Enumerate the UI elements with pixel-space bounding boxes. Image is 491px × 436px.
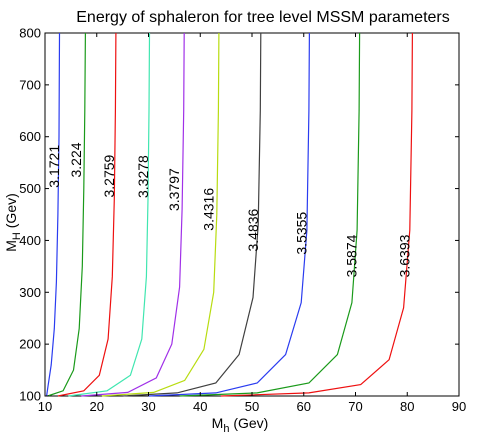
x-tick-label: 80 (400, 399, 414, 414)
y-tick-label: 200 (19, 337, 41, 352)
x-tick-label: 90 (452, 399, 466, 414)
y-axis-ticks: 100 200 300 400 500 600 700 800 (19, 26, 459, 404)
y-tick-label: 800 (19, 26, 41, 41)
y-tick-label: 500 (19, 181, 41, 196)
contour-label-2: 3.224 (68, 142, 84, 177)
contour-label-7: 3.4836 (245, 208, 261, 251)
contour-line-6 (101, 32, 220, 397)
contour-label-10: 3.6393 (396, 234, 412, 277)
contour-label-6: 3.4316 (200, 188, 216, 231)
x-axis-ticks: 10 20 30 40 50 60 70 80 90 (38, 33, 466, 414)
x-axis-label-text: Mh (Gev) (212, 415, 269, 435)
contour-label-1: 3.1721 (46, 145, 62, 188)
y-axis-label-text: MH (Gev) (3, 193, 23, 252)
y-tick-label: 600 (19, 129, 41, 144)
y-tick-label: 300 (19, 285, 41, 300)
y-tick-label: 400 (19, 233, 41, 248)
x-tick-label: 30 (141, 399, 155, 414)
contour-label-4: 3.3278 (135, 155, 151, 198)
contour-line-4 (68, 32, 151, 397)
contour-line-10 (220, 32, 413, 397)
x-tick-label: 10 (38, 399, 52, 414)
contour-line-1 (46, 32, 61, 397)
y-tick-label: 700 (19, 77, 41, 92)
x-tick-label: 70 (348, 399, 362, 414)
x-tick-label: 60 (297, 399, 311, 414)
contour-line-5 (81, 32, 185, 397)
contour-line-8 (148, 32, 310, 397)
x-tick-label: 40 (193, 399, 207, 414)
contour-lines (46, 32, 413, 397)
y-tick-label: 100 (19, 389, 41, 404)
contour-label-9: 3.5874 (344, 234, 360, 277)
y-axis-label: MH (Gev) (3, 193, 23, 252)
contour-line-7 (122, 32, 262, 397)
x-axis-label: Mh (Gev) (212, 415, 269, 435)
contour-label-3: 3.2759 (101, 154, 117, 197)
contour-line-2 (47, 32, 86, 397)
contour-line-3 (57, 32, 117, 397)
x-tick-label: 50 (245, 399, 259, 414)
contour-line-9 (179, 32, 361, 397)
contour-label-5: 3.3797 (166, 168, 182, 211)
contour-label-8: 3.5355 (293, 212, 309, 255)
x-tick-label: 20 (90, 399, 104, 414)
contour-labels: 3.1721 3.224 3.2759 3.3278 3.3797 3.4316 3.483… (46, 142, 412, 277)
chart-title: Energy of sphaleron for tree level MSSM … (76, 9, 450, 26)
